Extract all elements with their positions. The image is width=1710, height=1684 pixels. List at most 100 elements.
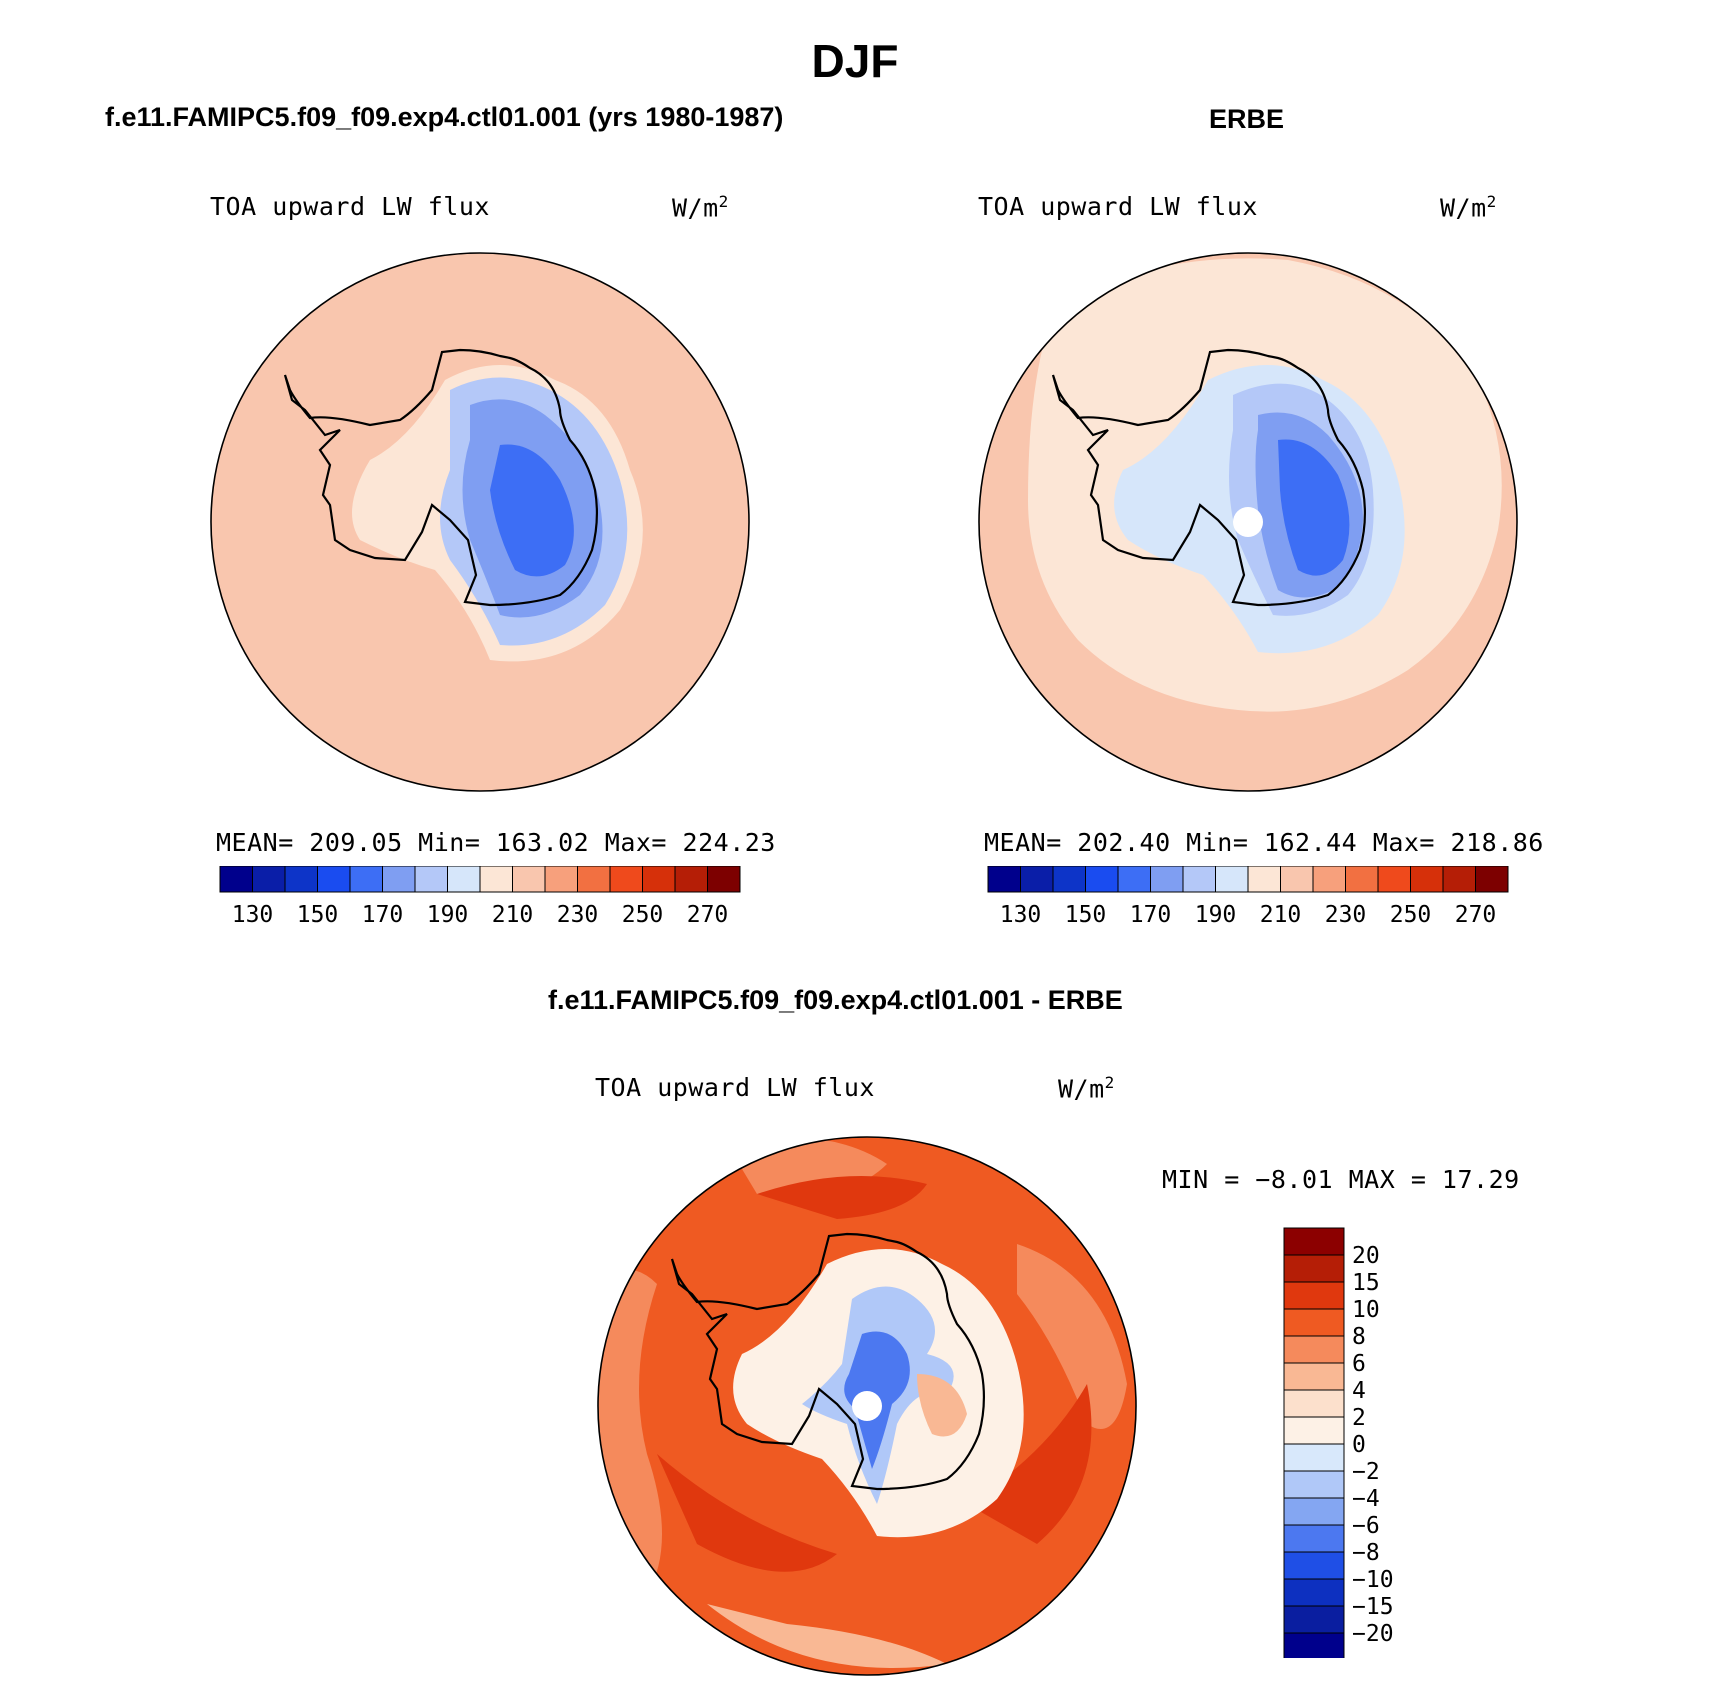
diff-colorbar-swatch (1283, 1254, 1345, 1283)
obs-colorbar-swatch (1345, 866, 1379, 893)
model-colorbar-swatch (512, 866, 546, 893)
obs-variable-label: TOA upward LW flux (978, 192, 1258, 221)
obs-stats: MEAN= 202.40 Min= 162.44 Max= 218.86 (984, 828, 1544, 857)
diff-colorbar-swatch (1283, 1578, 1345, 1607)
diff-colorbar-tick-label: 0 (1352, 1432, 1366, 1458)
obs-panel-heading: ERBE (1209, 104, 1285, 134)
diff-colorbar-swatch (1283, 1551, 1345, 1580)
obs-colorbar-tick-label: 210 (1260, 902, 1302, 928)
diff-colorbar-tick-label: −20 (1352, 1621, 1394, 1647)
obs-coastline (1051, 348, 1367, 607)
model-colorbar-swatch (479, 866, 513, 893)
diff-variable-label: TOA upward LW flux (595, 1073, 875, 1102)
diff-colorbar-swatch (1283, 1227, 1345, 1256)
model-colorbar: 130 150 170 190 210 230 250 270 (219, 866, 741, 928)
model-polar-map (210, 252, 750, 792)
obs-colorbar-swatch (1312, 866, 1346, 893)
obs-colorbar-swatch (1215, 866, 1249, 893)
obs-colorbar-tick-label: 190 (1195, 902, 1237, 928)
obs-colorbar-swatch (1150, 866, 1184, 893)
figure-title: DJF (811, 35, 899, 87)
diff-colorbar-tick-label: −8 (1352, 1540, 1380, 1566)
model-colorbar-swatch (317, 866, 351, 893)
diff-colorbar-tick-label: 6 (1352, 1351, 1366, 1377)
model-colorbar-swatch (609, 866, 643, 893)
model-map-border (210, 252, 750, 792)
diff-colorbar-swatch (1283, 1416, 1345, 1445)
model-colorbar-swatch (707, 866, 741, 893)
obs-polar-map (978, 252, 1518, 792)
diff-colorbar-tick-label: 20 (1352, 1243, 1380, 1269)
diff-colorbar-tick-label: 8 (1352, 1324, 1366, 1350)
diff-colorbar-tick-label: −15 (1352, 1594, 1394, 1620)
diff-colorbar-swatch (1283, 1443, 1345, 1472)
obs-colorbar-tick-label: 230 (1325, 902, 1367, 928)
model-colorbar-tick-label: 250 (622, 902, 664, 928)
model-colorbar-swatch (642, 866, 676, 893)
obs-colorbar: 130 150 170 190 210 230 250 270 (987, 866, 1509, 928)
diff-hot-north (757, 1176, 927, 1219)
model-colorbar-tick-label: 190 (427, 902, 469, 928)
model-colorbar-swatch (382, 866, 416, 893)
obs-colorbar-tick-label: 150 (1065, 902, 1107, 928)
obs-colorbar-tick-label: 130 (1000, 902, 1042, 928)
model-colorbar-swatch (414, 866, 448, 893)
model-colorbar-swatch (349, 866, 383, 893)
diff-colorbar-swatch (1283, 1335, 1345, 1364)
diff-colorbar-swatch (1283, 1524, 1345, 1553)
obs-plateau-170 (1278, 439, 1350, 576)
model-colorbar-swatch (219, 866, 253, 893)
obs-colorbar-swatch (1247, 866, 1281, 893)
obs-colorbar-swatch (1442, 866, 1476, 893)
model-coastline (283, 348, 599, 607)
diff-colorbar-tick-label: −4 (1352, 1486, 1380, 1512)
obs-colorbar-swatch (1410, 866, 1444, 893)
obs-pole-hole (1233, 507, 1263, 537)
model-colorbar-tick-label: 270 (687, 902, 729, 928)
diff-polar-map (597, 1136, 1137, 1676)
obs-colorbar-swatch (1117, 866, 1151, 893)
diff-stats: MIN = −8.01 MAX = 17.29 (1162, 1165, 1520, 1194)
model-colorbar-swatch (284, 866, 318, 893)
diff-colorbar-tick-label: 4 (1352, 1378, 1366, 1404)
model-colorbar-swatch (544, 866, 578, 893)
obs-colorbar-tick-label: 170 (1130, 902, 1172, 928)
diff-colorbar-tick-label: −10 (1352, 1567, 1394, 1593)
model-colorbar-tick-label: 130 (232, 902, 274, 928)
diff-colorbar-swatch (1283, 1281, 1345, 1310)
obs-colorbar-swatch (1052, 866, 1086, 893)
diff-units-label: W/m2 (1058, 1073, 1115, 1104)
model-units-label: W/m2 (672, 192, 729, 223)
obs-colorbar-swatch (1280, 866, 1314, 893)
diff-coastline (670, 1232, 986, 1491)
diff-colorbar-tick-label: 10 (1352, 1297, 1380, 1323)
obs-colorbar-tick-label: 250 (1390, 902, 1432, 928)
model-variable-label: TOA upward LW flux (210, 192, 490, 221)
obs-colorbar-swatch (1020, 866, 1054, 893)
obs-colorbar-swatch (987, 866, 1021, 893)
obs-map-border (978, 252, 1518, 792)
diff-colorbar-tick-label: −6 (1352, 1513, 1380, 1539)
model-stats: MEAN= 209.05 Min= 163.02 Max= 224.23 (216, 828, 776, 857)
diff-colorbar-swatch (1283, 1605, 1345, 1634)
model-panel-heading: f.e11.FAMIPC5.f09_f09.exp4.ctl01.001 (yr… (105, 102, 784, 132)
diff-colorbar-swatch (1283, 1389, 1345, 1418)
obs-units-label: W/m2 (1440, 192, 1497, 223)
diff-colorbar-tick-label: 2 (1352, 1405, 1366, 1431)
diff-colorbar-swatch (1283, 1632, 1345, 1658)
diff-pole-hole (852, 1391, 882, 1421)
model-colorbar-tick-label: 230 (557, 902, 599, 928)
model-colorbar-tick-label: 150 (297, 902, 339, 928)
model-colorbar-swatch (577, 866, 611, 893)
diff-colorbar-tick-label: 15 (1352, 1270, 1380, 1296)
obs-colorbar-swatch (1182, 866, 1216, 893)
model-colorbar-swatch (447, 866, 481, 893)
diff-colorbar-swatch (1283, 1470, 1345, 1499)
model-colorbar-swatch (674, 866, 708, 893)
model-colorbar-tick-label: 210 (492, 902, 534, 928)
model-colorbar-tick-label: 170 (362, 902, 404, 928)
diff-colorbar-swatch (1283, 1362, 1345, 1391)
diff-colorbar-swatch (1283, 1308, 1345, 1337)
model-colorbar-swatch (252, 866, 286, 893)
